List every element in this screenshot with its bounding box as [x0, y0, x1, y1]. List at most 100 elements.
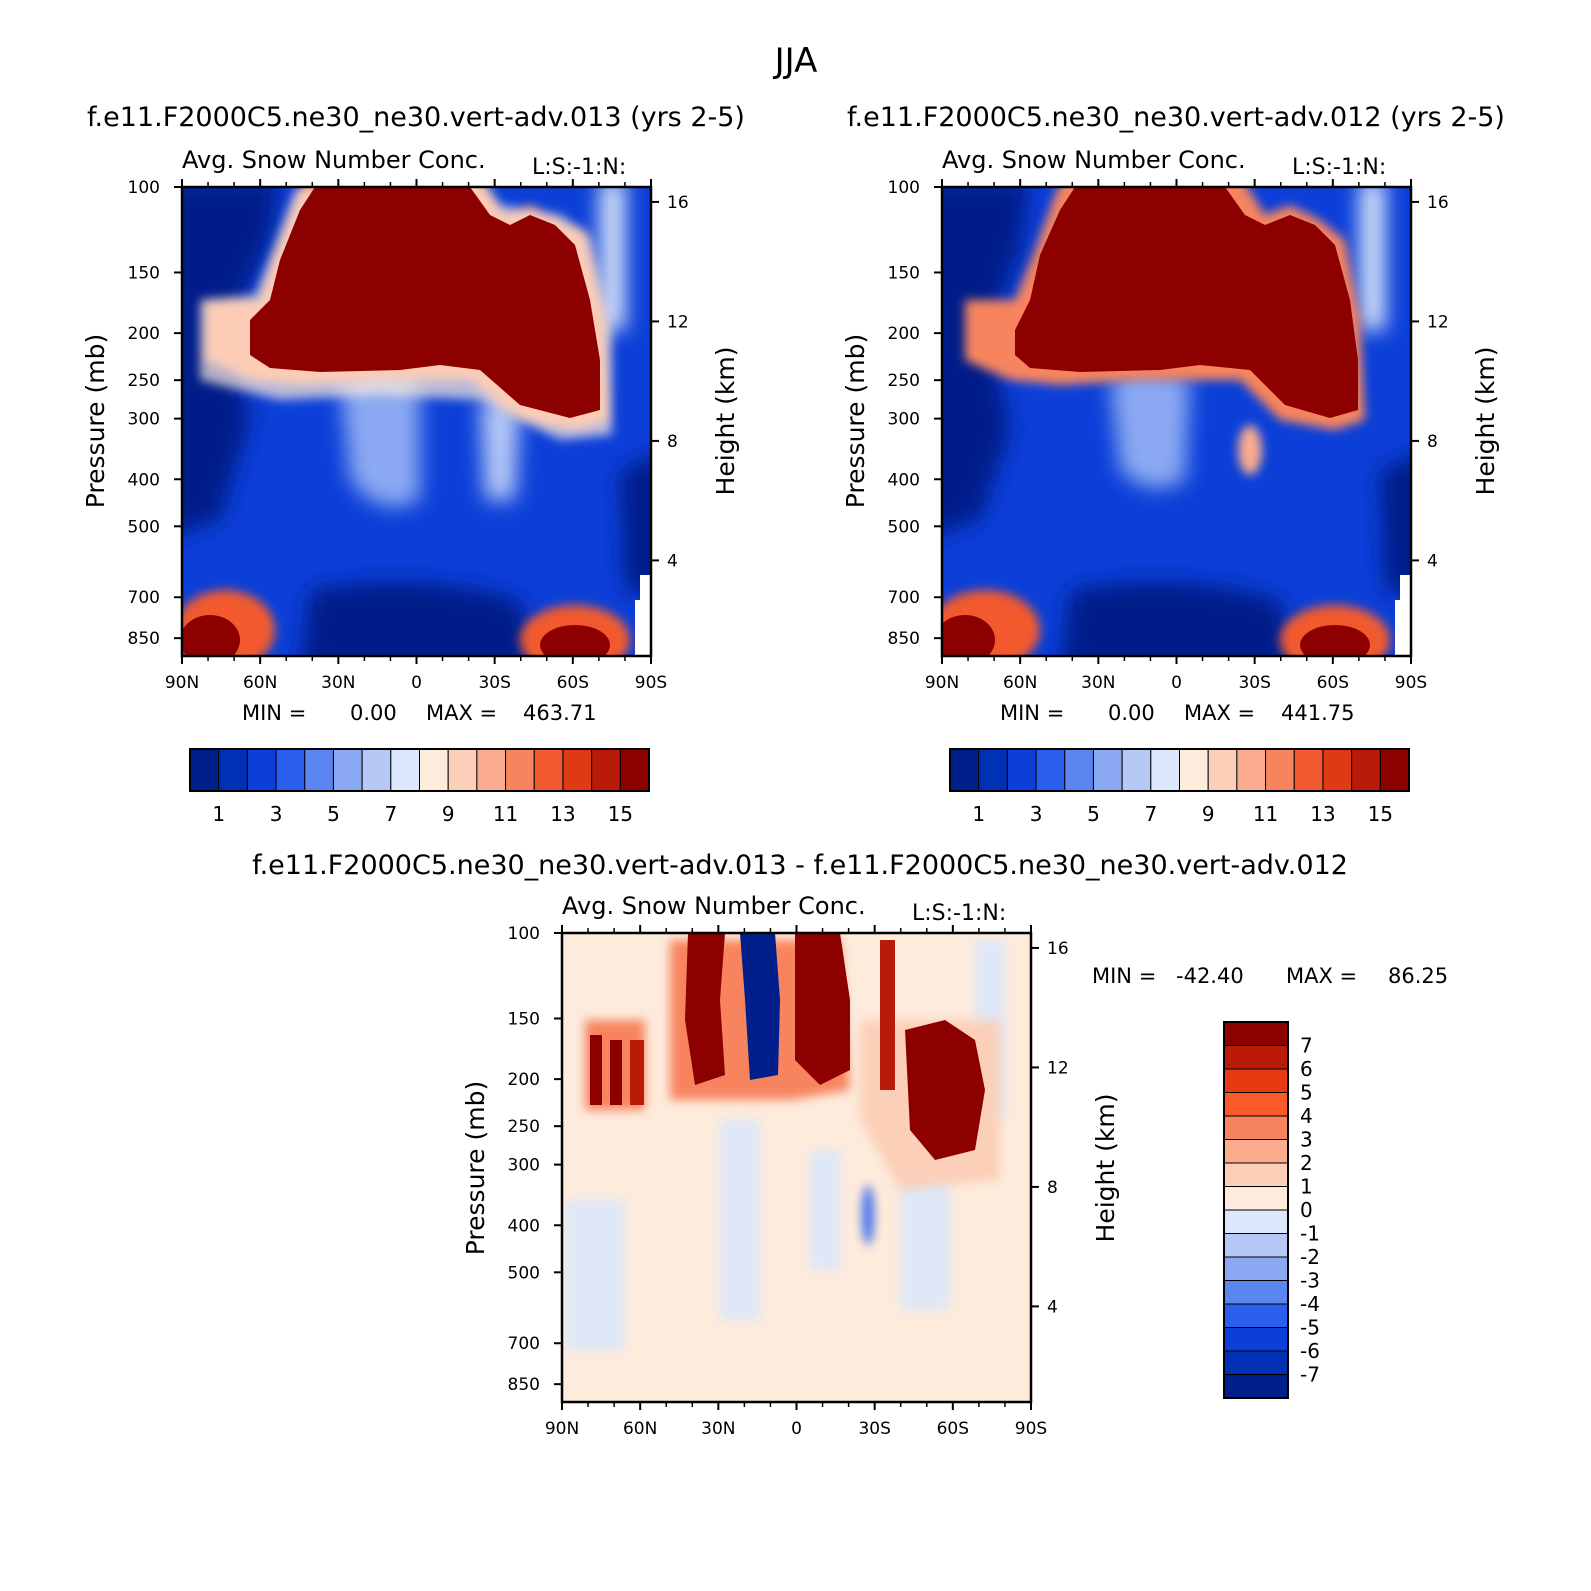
colorbar-swatch [275, 748, 306, 792]
y-tick-label: 100 [508, 924, 540, 944]
panel-3: f.e11.F2000C5.ne30_ne30.vert-adv.013 - f… [252, 850, 1448, 1439]
x-tick-label: 60S [937, 1419, 969, 1439]
colorbar-swatch [619, 748, 650, 792]
page-title: JJA [773, 41, 818, 81]
panel-3-units: L:S:-1:N: [912, 901, 1006, 926]
y-tick-label: 700 [888, 588, 920, 608]
y-tick-label: 150 [508, 1009, 540, 1029]
colorbar-swatch [1179, 748, 1209, 792]
colorbar-label: -4 [1300, 1292, 1320, 1316]
x-tick-label: 0 [1171, 673, 1182, 693]
colorbar-swatch [1265, 748, 1295, 792]
panel-2-ylabel: Pressure (mb) [841, 334, 870, 508]
y-right-tick-label: 16 [1427, 193, 1449, 213]
field-light-strip [600, 187, 625, 330]
colorbar-swatch [1379, 748, 1410, 792]
x-tick-label: 30N [701, 1419, 735, 1439]
y-tick-label: 100 [888, 178, 920, 198]
colorbar-swatch [1351, 748, 1381, 792]
x-tick-label: 0 [411, 673, 422, 693]
colorbar-swatch [218, 748, 248, 792]
field-light-column [1110, 370, 1190, 488]
field-pos-core-3 [905, 1020, 985, 1160]
colorbar-swatch [1006, 748, 1037, 792]
y-tick-label: 500 [128, 517, 160, 537]
colorbar-swatch [1223, 1327, 1289, 1352]
y-right-tick-label: 8 [1047, 1178, 1058, 1198]
colorbar-label: 11 [493, 802, 518, 826]
panel-2-min-label: MIN = [1000, 701, 1064, 725]
y-tick-label: 200 [128, 324, 160, 344]
colorbar-swatch [505, 748, 535, 792]
field-core-max [1015, 187, 1358, 418]
colorbar-swatch [304, 748, 334, 792]
colorbar-swatch [1207, 748, 1238, 792]
panel-3-min-label: MIN = [1092, 964, 1156, 988]
colorbar-label: 5 [1087, 802, 1100, 826]
y-tick-label: 250 [888, 371, 920, 391]
field-midlevel-spot [1238, 425, 1262, 475]
colorbar-label: 6 [1300, 1057, 1313, 1081]
panel-3-ylabel: Pressure (mb) [461, 1081, 490, 1255]
field-dark-blue-lower [1061, 581, 1296, 656]
panel-1-units: L:S:-1:N: [532, 155, 626, 180]
x-tick-label: 60S [557, 673, 589, 693]
colorbar-label: 1 [1300, 1175, 1313, 1199]
colorbar-swatch [1223, 1045, 1289, 1070]
colorbar-swatch [1223, 1209, 1289, 1234]
field-neg-band-1 [565, 1200, 625, 1350]
colorbar-label: 15 [608, 802, 633, 826]
colorbar-label: 4 [1300, 1104, 1313, 1128]
x-tick-label: 0 [791, 1419, 802, 1439]
panel-2-title: f.e11.F2000C5.ne30_ne30.vert-adv.012 (yr… [847, 102, 1505, 133]
y-tick-label: 700 [508, 1334, 540, 1354]
field-light-strip [1360, 187, 1385, 330]
y-tick-label: 250 [508, 1117, 540, 1137]
y-right-tick-label: 12 [667, 312, 689, 332]
panel-2-units: L:S:-1:N: [1292, 155, 1386, 180]
colorbar-label: 5 [327, 802, 340, 826]
panel-1-max-label: MAX = [426, 701, 497, 725]
colorbar-swatch [1223, 1021, 1289, 1046]
colorbar-swatch [361, 748, 392, 792]
colorbar-swatch [533, 748, 564, 792]
colorbar-label: 15 [1368, 802, 1393, 826]
colorbar-swatch [189, 748, 220, 792]
y-tick-label: 200 [508, 1070, 540, 1090]
y-tick-label: 250 [128, 371, 160, 391]
panel-1: f.e11.F2000C5.ne30_ne30.vert-adv.013 (yr… [81, 102, 745, 826]
colorbar-swatch [1223, 1303, 1289, 1328]
colorbar-label: -1 [1300, 1222, 1320, 1246]
y-tick-label: 300 [508, 1156, 540, 1176]
panel-2-max-value: 441.75 [1281, 701, 1354, 725]
panel-1-max-value: 463.71 [523, 701, 596, 725]
panel-1-min-value: 0.00 [350, 701, 397, 725]
x-tick-label: 30N [1081, 673, 1115, 693]
colorbar-swatch [591, 748, 621, 792]
y-right-tick-label: 8 [667, 432, 678, 452]
y-tick-label: 700 [128, 588, 160, 608]
colorbar-swatch [1223, 1162, 1289, 1187]
colorbar-swatch [1223, 1374, 1289, 1399]
colorbar-swatch [1223, 1092, 1289, 1117]
colorbar-swatch [1223, 1280, 1289, 1305]
colorbar-swatch [1322, 748, 1353, 792]
y-tick-label: 850 [888, 629, 920, 649]
colorbar-label: 11 [1253, 802, 1278, 826]
y-tick-label: 150 [888, 263, 920, 283]
panel-2-subtitle: Avg. Snow Number Conc. [942, 146, 1246, 174]
panel-2-max-label: MAX = [1184, 701, 1255, 725]
y-tick-label: 400 [128, 470, 160, 490]
colorbar-label: 9 [442, 802, 455, 826]
y-tick-label: 500 [508, 1263, 540, 1283]
x-tick-label: 60N [243, 673, 277, 693]
colorbar-swatch [1223, 1186, 1289, 1211]
field-pos-col-a [590, 1035, 602, 1105]
y-tick-label: 850 [508, 1375, 540, 1395]
colorbar-swatch [1223, 1115, 1289, 1140]
colorbar-swatch [1293, 748, 1324, 792]
colorbar-swatch [1223, 1233, 1289, 1258]
y-tick-label: 150 [128, 263, 160, 283]
colorbar-swatch [476, 748, 507, 792]
x-tick-label: 90S [635, 673, 667, 693]
